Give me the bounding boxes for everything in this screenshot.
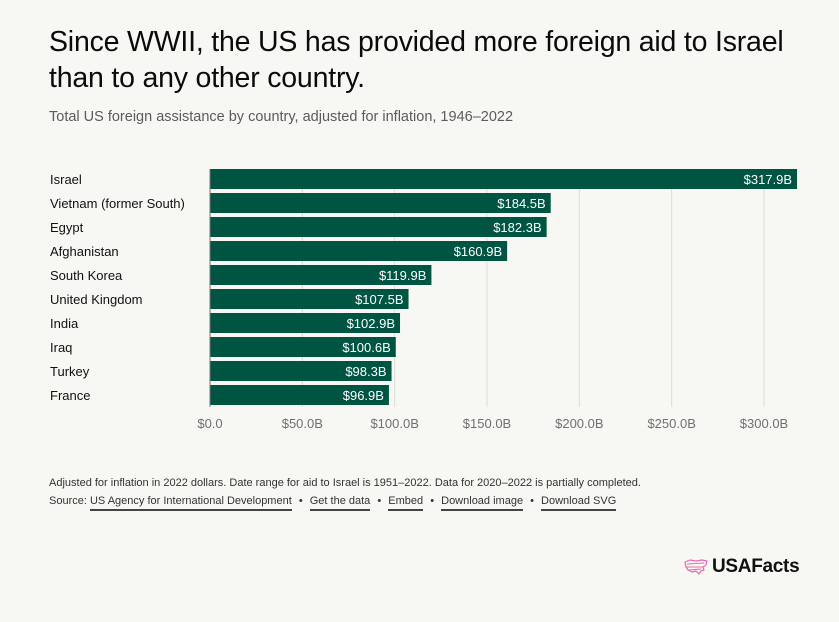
x-tick-labels: $0.0 $50.0B $100.0B $150.0B $200.0B $250.0B $3… [197,416,788,431]
separator: • [377,495,382,507]
embed-link[interactable]: Embed [388,495,424,511]
separator: • [430,495,435,507]
bar[interactable] [210,241,508,261]
category-label: Israel [50,172,82,187]
download-image-link[interactable]: Download image [441,495,524,511]
value-label: $160.9B [454,244,502,259]
category-label: Egypt [50,220,84,235]
category-label: Vietnam (former South) [50,196,185,211]
us-map-icon [684,559,708,575]
x-tick-label: $200.0B [555,416,603,431]
footnote: Adjusted for inflation in 2022 dollars. … [49,477,641,489]
value-label: $182.3B [493,220,541,235]
bar[interactable] [210,385,389,405]
value-label: $107.5B [355,292,403,307]
x-tick-label: $100.0B [370,416,418,431]
source-line: Source: US Agency for International Deve… [49,495,617,511]
bar[interactable] [210,217,547,237]
bar[interactable] [210,265,432,285]
source-link-usaid[interactable]: US Agency for International Development [89,495,292,511]
category-label: Iraq [50,340,72,355]
bar-chart: Israel Vietnam (former South) Egypt Afghani… [50,169,798,431]
value-label: $184.5B [497,196,545,211]
separator: • [530,495,534,507]
value-label: $102.9B [347,316,395,331]
value-label: $100.6B [342,340,390,355]
chart-title: Since WWII, the US has provided more for… [49,26,784,94]
x-tick-label: $50.0B [282,416,323,431]
chart-subtitle: Total US foreign assistance by country, … [49,109,514,125]
x-tick-label: $0.0 [197,416,222,431]
get-data-link[interactable]: Get the data [309,495,371,511]
category-label: France [50,388,90,403]
bar[interactable] [210,289,409,309]
x-tick-label: $250.0B [647,416,695,431]
x-tick-label: $300.0B [740,416,788,431]
separator: • [298,495,303,507]
bar[interactable] [210,313,401,333]
category-label: United Kingdom [50,292,143,307]
brand-name: USAFacts [712,556,800,577]
source-prefix: Source: [49,495,87,507]
bar[interactable] [210,361,392,381]
value-label: $119.9B [379,268,426,283]
category-label: South Korea [50,268,123,283]
usafacts-logo[interactable]: USAFacts [684,556,800,578]
category-label: India [50,316,79,331]
category-label: Turkey [50,364,90,379]
category-label: Afghanistan [50,244,119,259]
bar[interactable] [210,337,396,357]
bar[interactable] [210,169,798,189]
download-svg-link[interactable]: Download SVG [541,495,617,511]
value-label: $98.3B [345,364,386,379]
value-label: $317.9B [744,172,792,187]
value-label: $96.9B [343,388,384,403]
bar[interactable] [210,193,551,213]
value-labels: $317.9B $184.5B $182.3B $160.9B $119.9B $107.… [342,172,792,403]
bars [210,169,798,405]
x-tick-label: $150.0B [463,416,511,431]
category-labels: Israel Vietnam (former South) Egypt Afghani… [50,172,185,403]
